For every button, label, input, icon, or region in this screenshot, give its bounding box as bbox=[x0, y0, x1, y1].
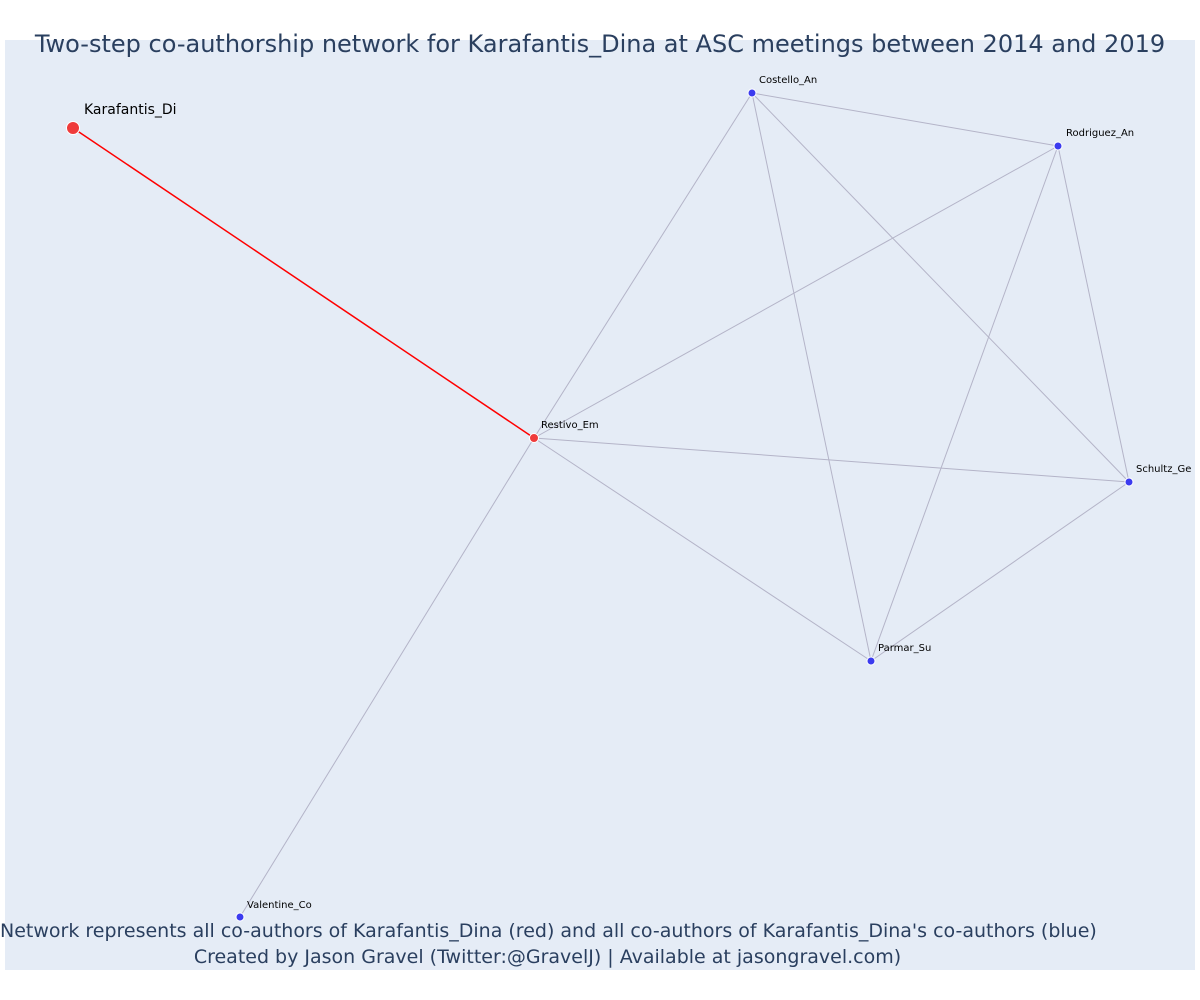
node-label-parmar: Parmar_Su bbox=[878, 643, 931, 654]
edge-costello-rodriguez bbox=[751, 92, 1059, 147]
plot-area bbox=[5, 40, 1195, 970]
node-restivo[interactable] bbox=[529, 433, 539, 443]
edge-rodriguez-parmar bbox=[870, 145, 1059, 662]
node-label-schultz: Schultz_Ge bbox=[1136, 464, 1191, 475]
node-schultz[interactable] bbox=[1124, 477, 1134, 487]
edge-restivo-parmar bbox=[533, 437, 872, 662]
node-label-rodriguez: Rodriguez_An bbox=[1066, 128, 1134, 139]
node-label-karafantis: Karafantis_Di bbox=[84, 102, 177, 118]
labels-layer: Karafantis_Di Restivo_Em Costello_An Rodrig… bbox=[84, 75, 1191, 911]
node-rodriguez[interactable] bbox=[1053, 141, 1063, 151]
node-label-restivo: Restivo_Em bbox=[541, 420, 599, 431]
caption-line-1: Network represents all co-authors of Kar… bbox=[0, 920, 1097, 942]
edge-restivo-schultz bbox=[533, 437, 1130, 483]
edge-rodriguez-schultz bbox=[1057, 145, 1130, 483]
edge-restivo-valentine bbox=[239, 437, 535, 918]
edge-restivo-rodriguez bbox=[533, 145, 1059, 439]
edges-layer bbox=[72, 92, 1130, 918]
edge-costello-schultz bbox=[751, 92, 1130, 483]
chart-title: Two-step co-authorship network for Karaf… bbox=[34, 30, 1166, 58]
node-karafantis[interactable] bbox=[66, 121, 80, 135]
node-parmar[interactable] bbox=[866, 656, 876, 666]
caption-line-2: Created by Jason Gravel (Twitter:@Gravel… bbox=[193, 946, 902, 968]
edge-restivo-costello bbox=[533, 92, 753, 439]
node-costello[interactable] bbox=[747, 88, 757, 98]
node-label-costello: Costello_An bbox=[759, 75, 817, 86]
node-valentine[interactable] bbox=[235, 912, 245, 922]
node-label-valentine: Valentine_Co bbox=[247, 900, 312, 911]
edge-schultz-parmar bbox=[870, 481, 1130, 662]
nodes-layer bbox=[66, 88, 1134, 922]
edge-costello-parmar bbox=[751, 92, 872, 662]
edge-karafantis-restivo bbox=[72, 127, 535, 439]
